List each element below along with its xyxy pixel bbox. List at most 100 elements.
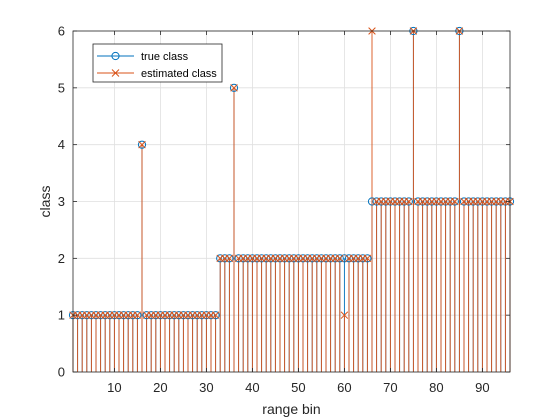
y-tick-label: 6 (58, 24, 65, 39)
y-tick-label: 1 (58, 308, 65, 323)
point-true-24 (174, 311, 183, 320)
point-true-29 (197, 311, 206, 320)
point-estimated-84 (451, 197, 459, 206)
point-true-77 (418, 197, 427, 206)
point-true-8 (101, 311, 110, 320)
point-true-34 (220, 254, 229, 263)
x-axis-label: range bin (262, 401, 320, 417)
point-true-13 (124, 311, 133, 320)
point-true-28 (193, 311, 202, 320)
markers (68, 26, 515, 320)
point-true-31 (206, 311, 216, 320)
point-true-4 (82, 311, 91, 320)
point-estimated-74 (405, 197, 413, 206)
point-true-66 (367, 197, 377, 206)
point-true-49 (289, 254, 298, 263)
point-true-5 (87, 311, 96, 320)
point-true-72 (395, 197, 404, 206)
point-true-56 (321, 254, 331, 263)
point-true-54 (312, 254, 321, 263)
point-true-23 (170, 311, 179, 320)
point-true-61 (344, 254, 354, 263)
point-true-3 (78, 311, 87, 320)
point-true-90 (478, 197, 487, 206)
point-true-18 (147, 311, 156, 320)
point-true-10 (110, 311, 119, 320)
point-true-94 (496, 197, 505, 206)
legend[interactable]: true class estimated class (92, 43, 223, 83)
point-true-16 (137, 140, 147, 149)
point-true-30 (202, 311, 211, 320)
point-true-93 (492, 197, 501, 206)
legend-label-estimated-class: estimated class (141, 68, 217, 80)
point-true-22 (165, 311, 174, 320)
point-true-64 (358, 254, 367, 263)
point-true-67 (372, 197, 381, 206)
point-true-82 (441, 197, 450, 206)
point-true-74 (404, 197, 413, 206)
point-true-46 (275, 254, 285, 263)
y-tick-label: 3 (58, 194, 65, 209)
point-true-78 (423, 197, 432, 206)
point-true-42 (257, 254, 266, 263)
point-true-11 (114, 311, 124, 320)
point-true-69 (381, 197, 390, 206)
point-true-52 (303, 254, 312, 263)
point-true-71 (390, 197, 400, 206)
point-true-86 (459, 197, 469, 206)
point-true-45 (271, 254, 280, 263)
point-true-12 (119, 311, 128, 320)
ticks: 10 20 30 40 50 60 70 80 90 0 1 2 3 4 5 6 (58, 24, 510, 395)
point-true-88 (469, 197, 478, 206)
point-true-41 (252, 254, 262, 263)
point-true-59 (335, 254, 344, 263)
legend-box (92, 43, 223, 83)
point-true-89 (473, 197, 482, 206)
point-true-84 (450, 197, 459, 206)
point-true-63 (354, 254, 363, 263)
y-tick-label: 4 (58, 137, 65, 152)
point-true-65 (363, 254, 372, 263)
point-true-48 (285, 254, 294, 263)
point-true-80 (432, 197, 441, 206)
y-tick-label: 2 (58, 251, 65, 266)
point-true-17 (142, 311, 151, 320)
point-true-73 (400, 197, 409, 206)
point-estimated-59 (336, 254, 344, 263)
x-tick-label: 50 (291, 380, 305, 395)
point-true-40 (248, 254, 257, 263)
point-true-15 (133, 311, 142, 320)
x-tick-label: 90 (475, 380, 489, 395)
point-estimated-35 (225, 254, 234, 263)
point-true-62 (349, 254, 358, 263)
point-estimated-65 (363, 254, 372, 263)
point-true-58 (331, 254, 340, 263)
point-true-47 (280, 254, 289, 263)
point-true-21 (160, 311, 170, 320)
point-true-50 (294, 254, 303, 263)
y-axis-label: class (37, 186, 53, 218)
point-true-87 (464, 197, 473, 206)
point-true-68 (377, 197, 386, 206)
x-tick-label: 40 (245, 380, 259, 395)
point-true-44 (266, 254, 275, 263)
point-true-32 (211, 311, 220, 320)
point-estimated-15 (133, 311, 142, 319)
point-true-39 (243, 254, 252, 263)
legend-marker-circle-icon (111, 51, 120, 61)
point-true-83 (446, 197, 455, 206)
point-estimated-16 (138, 140, 146, 149)
point-true-27 (188, 311, 197, 320)
y-tick-label: 5 (58, 80, 65, 95)
point-true-76 (413, 197, 423, 206)
point-estimated-36 (230, 84, 238, 92)
point-true-33 (216, 254, 225, 263)
point-true-7 (96, 311, 105, 320)
point-true-57 (326, 254, 335, 263)
point-estimated-32 (211, 311, 220, 319)
point-true-19 (151, 311, 160, 320)
legend-item-true-class: true class (97, 51, 189, 63)
legend-marker-x-icon (111, 69, 120, 77)
point-true-36 (229, 83, 239, 92)
point-true-20 (156, 311, 165, 320)
